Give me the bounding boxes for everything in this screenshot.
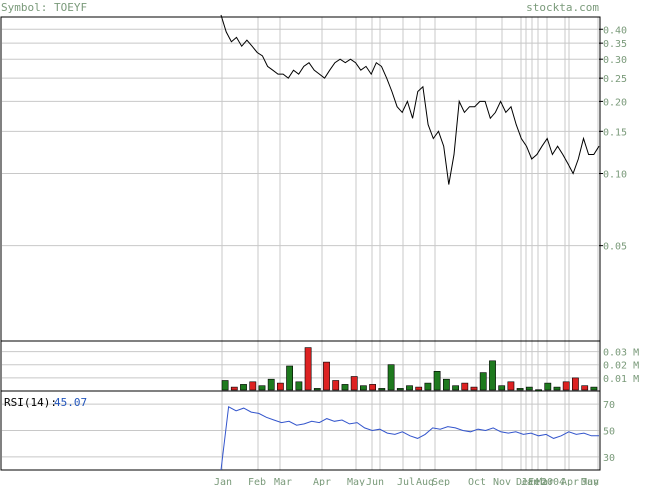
volume-bar xyxy=(516,388,524,391)
price-series xyxy=(220,14,600,185)
volume-y-tick-label: 0.02 M xyxy=(603,361,639,372)
volume-bar xyxy=(415,386,423,391)
x-tick-label: 2004 xyxy=(541,477,565,486)
x-tick-label: Dec xyxy=(516,477,534,486)
volume-bar xyxy=(304,347,312,391)
volume-series xyxy=(221,347,598,392)
x-tick-label: Feb xyxy=(248,477,266,486)
price-y-tick-label: 0.30 xyxy=(603,55,627,66)
rsi-value: 45.07 xyxy=(54,396,87,409)
x-tick-label: Jun xyxy=(581,477,599,486)
x-tick-label: Sep xyxy=(432,477,450,486)
volume-bar xyxy=(562,381,570,391)
volume-bar xyxy=(286,365,293,391)
volume-bar xyxy=(553,386,561,391)
volume-bar xyxy=(258,385,266,391)
volume-bar xyxy=(341,384,349,391)
volume-bar xyxy=(452,385,459,391)
volume-bar xyxy=(350,376,358,391)
rsi-y-tick-label: 30 xyxy=(603,453,615,464)
volume-bar xyxy=(479,372,487,391)
price-y-tick-label: 0.15 xyxy=(603,127,627,138)
x-tick-label: Oct xyxy=(468,477,486,486)
volume-bar xyxy=(267,378,275,391)
volume-bar xyxy=(359,385,367,391)
x-tick-label: Apr xyxy=(313,477,331,486)
panel-frames xyxy=(0,16,601,471)
rsi-panel-frame xyxy=(0,390,601,471)
price-y-tick-label: 0.40 xyxy=(603,25,627,36)
volume-bar xyxy=(323,361,330,391)
grid-layer xyxy=(2,17,603,470)
volume-bar xyxy=(230,386,238,391)
volume-bar xyxy=(396,388,404,391)
symbol-label: Symbol: TOEYF xyxy=(1,1,87,14)
x-tick-label: Jan xyxy=(521,477,539,486)
price-y-tick-label: 0.20 xyxy=(603,97,627,108)
volume-bar xyxy=(313,388,321,391)
rsi-y-tick-label: 50 xyxy=(603,427,615,438)
volume-bar xyxy=(249,381,257,391)
price-y-tick-label: 0.05 xyxy=(603,242,627,253)
x-tick-label: Aug xyxy=(416,477,434,486)
volume-bar xyxy=(544,382,552,391)
price-line xyxy=(220,14,600,185)
volume-bar xyxy=(498,385,506,391)
volume-bar xyxy=(489,360,496,391)
rsi-label: RSI(14): xyxy=(4,396,57,409)
volume-bar xyxy=(461,382,469,391)
x-tick-label: Mar xyxy=(274,477,292,486)
x-tick-label: Jan xyxy=(214,477,232,486)
volume-bar xyxy=(571,377,579,391)
price-y-tick-label: 0.35 xyxy=(603,39,627,50)
brand-link[interactable]: stockta.com xyxy=(526,1,599,14)
x-tick-label: Nov xyxy=(493,477,511,486)
volume-bar xyxy=(581,385,589,391)
rsi-series xyxy=(220,406,599,471)
volume-bar xyxy=(590,386,598,391)
x-tick-label: May xyxy=(347,477,365,486)
volume-bar xyxy=(525,386,533,391)
x-tick-label: Feb xyxy=(528,477,546,486)
volume-bar xyxy=(442,378,450,391)
volume-bar xyxy=(295,381,303,391)
x-tick-label: Jun xyxy=(366,477,384,486)
volume-bar xyxy=(369,384,376,391)
x-tick-label: Jul xyxy=(397,477,415,486)
volume-bar xyxy=(433,370,441,391)
volume-bar xyxy=(535,389,542,392)
volume-bar xyxy=(221,380,229,391)
price-panel-frame xyxy=(0,16,601,342)
volume-bar xyxy=(406,385,413,391)
x-tick-label: Mar xyxy=(536,477,554,486)
volume-bar xyxy=(507,381,515,391)
volume-bar xyxy=(332,380,340,391)
price-y-tick-label: 0.25 xyxy=(603,74,627,85)
volume-bar xyxy=(387,364,395,391)
volume-bar xyxy=(424,382,432,391)
volume-bar xyxy=(276,382,284,391)
x-tick-label: Apr xyxy=(561,477,579,486)
volume-y-tick-label: 0.03 M xyxy=(603,348,639,359)
volume-bar xyxy=(378,388,386,391)
price-y-tick-label: 0.10 xyxy=(603,170,627,181)
volume-y-tick-label: 0.01 M xyxy=(603,374,639,385)
rsi-line xyxy=(220,406,599,471)
x-tick-label: May xyxy=(581,477,599,486)
volume-bar xyxy=(240,384,247,391)
volume-bar xyxy=(470,386,478,391)
rsi-y-tick-label: 70 xyxy=(603,400,615,411)
